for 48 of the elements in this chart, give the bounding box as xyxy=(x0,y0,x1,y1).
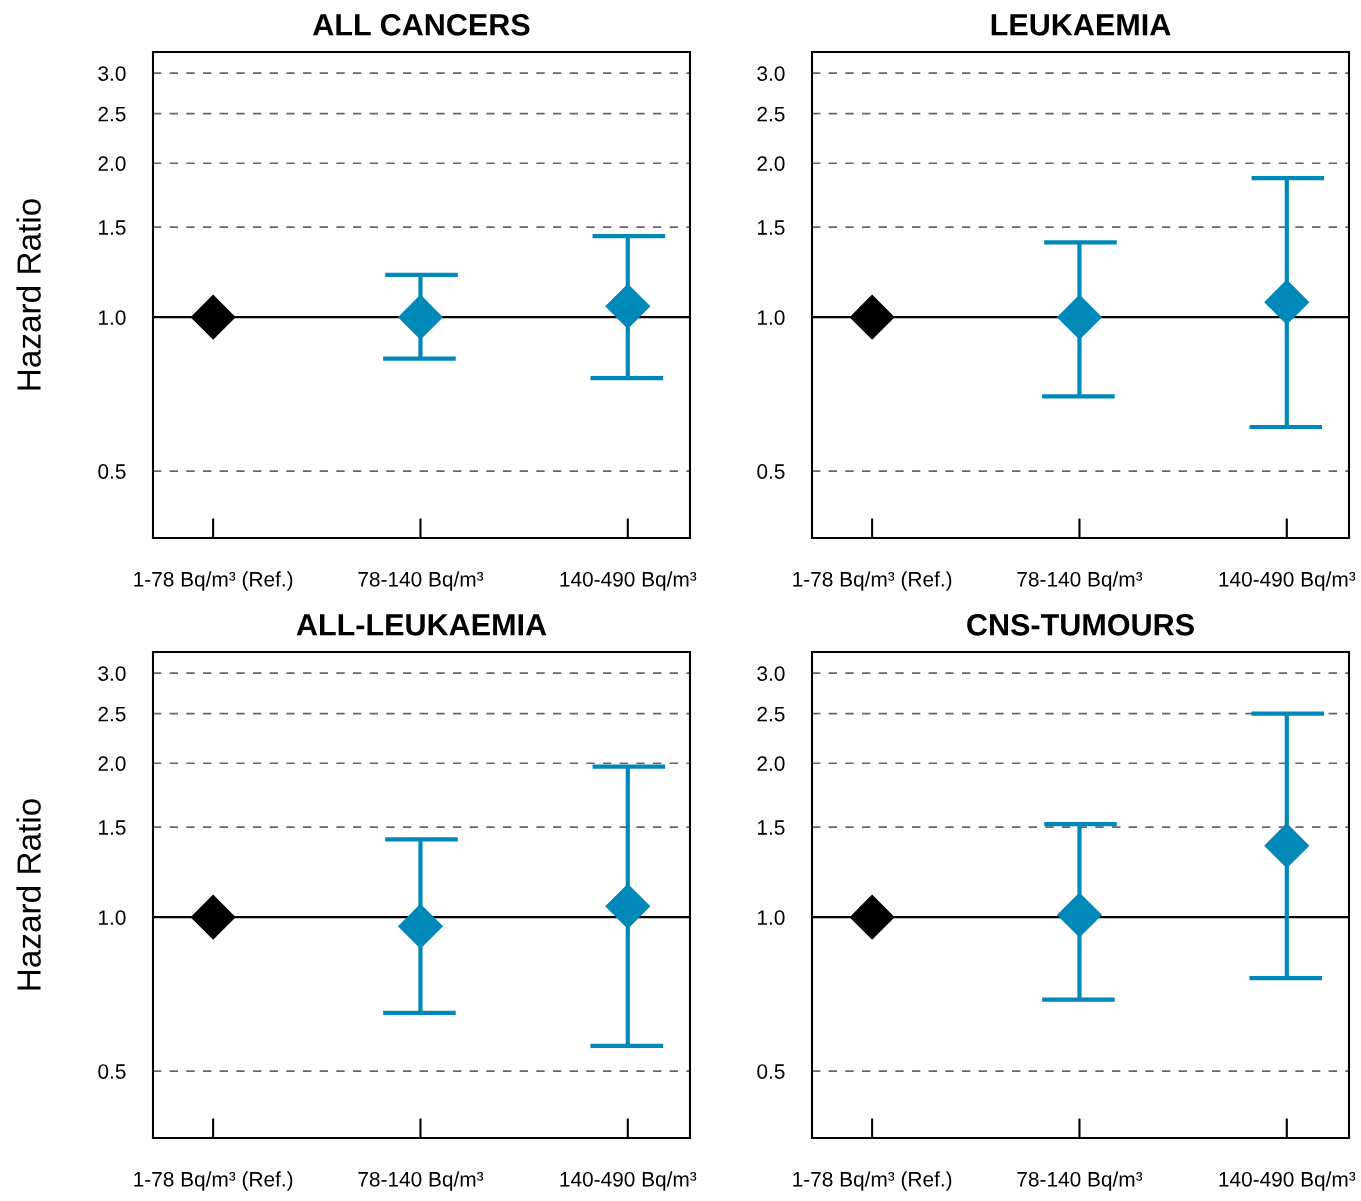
y-tick-label: 0.5 xyxy=(757,1064,785,1079)
y-tick-label: 2.5 xyxy=(757,106,785,122)
x-tick-label: 1-78 Bq/m³ (Ref.) xyxy=(134,571,293,591)
y-tick-label: 2.0 xyxy=(98,156,126,171)
x-tick-label: 140-490 Bq/m³ xyxy=(1219,1171,1356,1191)
y-tick-label: 1.5 xyxy=(758,220,785,235)
x-tick-label: 140-490 Bq/m³ xyxy=(1219,571,1356,591)
y-tick-label: 1.0 xyxy=(758,310,785,325)
y-tick-label: 2.5 xyxy=(98,106,126,122)
x-tick-label: 1-78 Bq/m³ (Ref.) xyxy=(134,1171,293,1191)
x-tick-label: 78-140 Bq/m³ xyxy=(358,1171,484,1191)
x-tick-label: 140-490 Bq/m³ xyxy=(560,571,697,591)
y-tick-label: 3.0 xyxy=(757,66,785,81)
chart-title: ALL CANCERS xyxy=(313,14,530,36)
point xyxy=(605,884,651,929)
x-tick-label: 1-78 Bq/m³ (Ref.) xyxy=(793,1171,952,1191)
point xyxy=(849,894,895,940)
point xyxy=(1057,892,1102,938)
x-tick-label: 1-78 Bq/m³ (Ref.) xyxy=(793,571,952,591)
x-tick-label: 78-140 Bq/m³ xyxy=(1017,571,1143,591)
y-tick-label: 0.5 xyxy=(98,464,126,479)
y-tick-label: 2.5 xyxy=(757,706,785,722)
y-tick-label: 1.0 xyxy=(758,910,785,925)
y-axis-title: Hazard Ratio xyxy=(16,799,41,990)
y-tick-label: 2.0 xyxy=(98,756,126,771)
y-tick-label: 1.5 xyxy=(99,820,126,835)
y-tick-label: 1.0 xyxy=(99,910,126,925)
chart-title: LEUKAEMIA xyxy=(991,14,1171,36)
y-tick-label: 3.0 xyxy=(757,666,785,681)
chart-title: ALL-LEUKAEMIA xyxy=(296,614,547,636)
y-tick-label: 1.5 xyxy=(99,220,126,235)
y-tick-label: 1.0 xyxy=(99,310,126,325)
point xyxy=(398,903,443,949)
y-tick-label: 3.0 xyxy=(98,666,126,681)
point xyxy=(190,894,236,940)
y-tick-label: 2.0 xyxy=(757,156,785,171)
x-tick-label: 78-140 Bq/m³ xyxy=(1017,1171,1143,1191)
y-tick-label: 2.0 xyxy=(757,756,785,771)
y-axis-title: Hazard Ratio xyxy=(16,199,41,390)
y-tick-label: 2.5 xyxy=(98,706,126,722)
y-tick-label: 3.0 xyxy=(98,66,126,81)
point xyxy=(1264,823,1310,868)
x-tick-label: 78-140 Bq/m³ xyxy=(358,571,484,591)
chart-title: CNS-TUMOURS xyxy=(967,614,1194,636)
y-tick-label: 0.5 xyxy=(757,464,785,479)
x-tick-label: 140-490 Bq/m³ xyxy=(560,1171,697,1191)
y-tick-label: 0.5 xyxy=(98,1064,126,1079)
y-tick-label: 1.5 xyxy=(758,820,785,835)
